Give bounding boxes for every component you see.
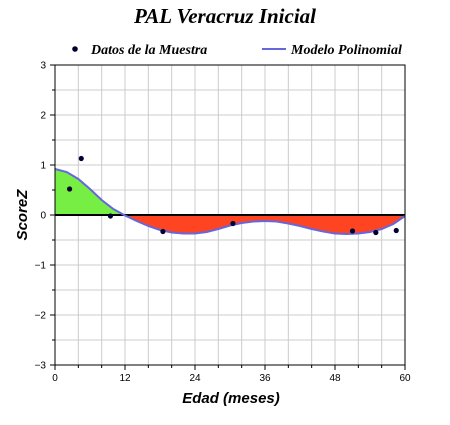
model-curve-line — [54, 168, 406, 236]
y-tick-label: 0 — [40, 211, 46, 222]
x-axis-title: Edad (meses) — [182, 390, 280, 407]
x-tick-label: 12 — [119, 373, 131, 384]
data-point — [349, 228, 356, 234]
y-tick-label: −2 — [35, 311, 47, 322]
x-tick-label: 48 — [329, 373, 341, 384]
area-below-zero — [124, 215, 405, 234]
y-tick-label: −3 — [35, 361, 47, 372]
data-point — [393, 227, 399, 234]
x-tick-label: 0 — [52, 373, 58, 384]
y-tick-label: 2 — [40, 111, 46, 122]
legend-marker-scatter — [72, 46, 78, 52]
data-point — [373, 229, 379, 236]
data-point — [230, 220, 236, 227]
data-point — [66, 186, 73, 192]
plot-area: 3 2 1 0 −1 −2 −3 0 12 24 36 48 60 — [35, 61, 411, 385]
x-tick-label: 24 — [189, 373, 201, 384]
x-tick-label: 36 — [259, 373, 271, 384]
legend-label-scatter: Datos de la Muestra — [90, 43, 207, 58]
data-point — [78, 155, 84, 162]
chart-title: PAL Veracruz Inicial — [133, 4, 316, 28]
y-tick-label: 1 — [40, 161, 46, 172]
y-tick-label: 3 — [40, 61, 46, 72]
legend-label-line: Modelo Polinomial — [290, 43, 402, 58]
data-point — [107, 213, 114, 219]
legend: Datos de la Muestra Modelo Polinomial — [72, 43, 402, 58]
data-point — [160, 228, 166, 235]
y-axis-title: ScoreZ — [14, 189, 31, 241]
x-tick-label: 60 — [399, 373, 411, 384]
area-above-zero — [55, 169, 125, 215]
y-tick-label: −1 — [35, 261, 47, 272]
